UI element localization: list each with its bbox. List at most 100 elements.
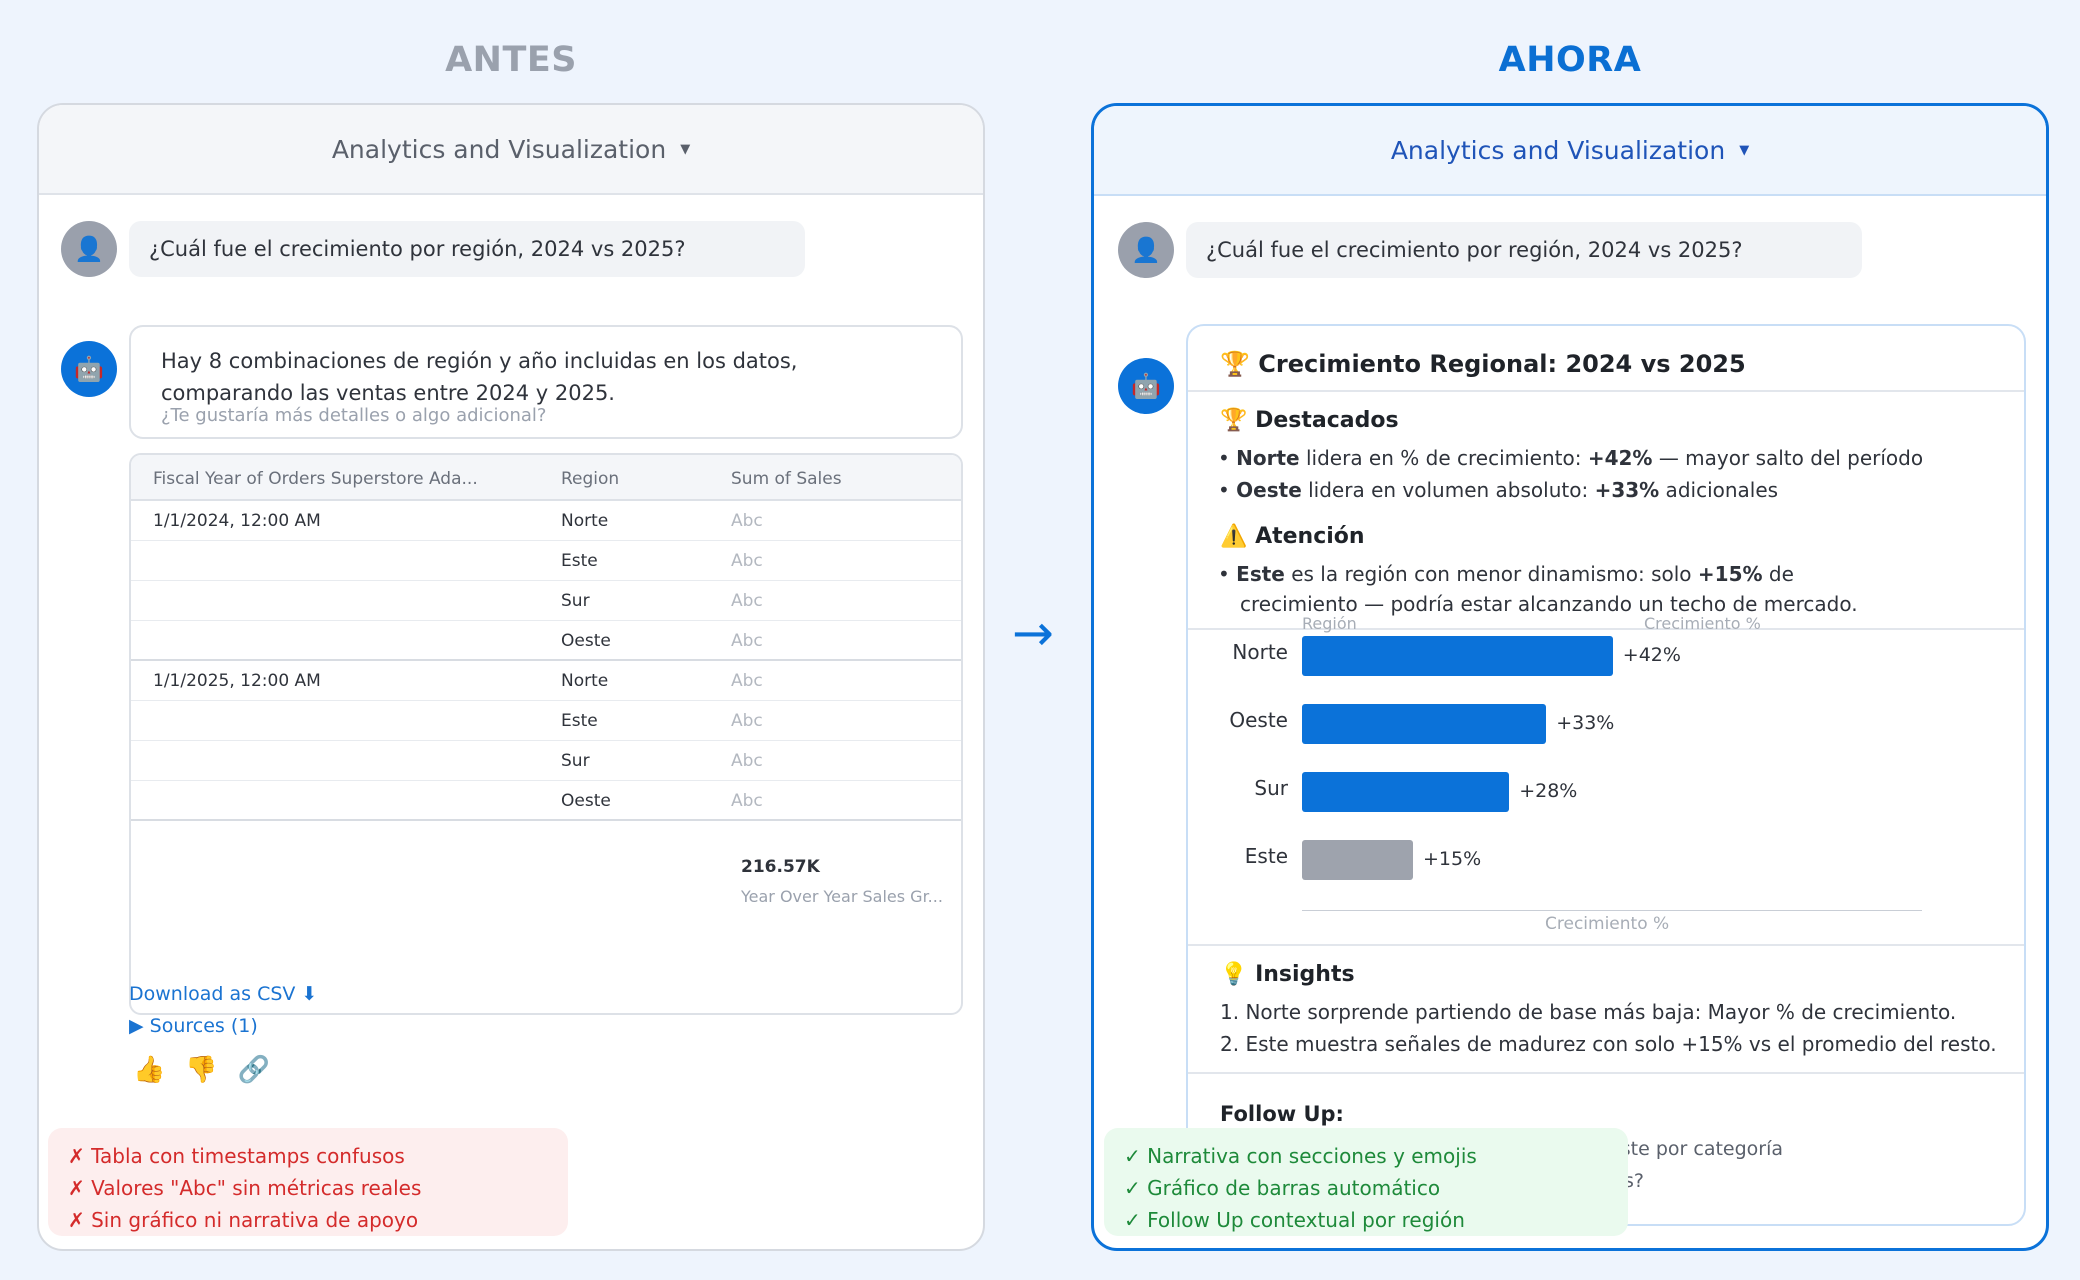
link-icon[interactable]: 🔗 — [237, 1055, 271, 1085]
text: de — [1762, 562, 1794, 586]
highlight-item: • Norte lidera en % de crecimiento: +42%… — [1218, 446, 1923, 470]
divider — [1188, 390, 2024, 392]
after-heading: AHORA — [1498, 40, 1642, 80]
metric-value: 216.57K — [741, 857, 820, 877]
cell-sales: Abc — [731, 551, 763, 571]
chart-bar-este — [1302, 840, 1413, 880]
attention-item-continued: crecimiento — podría estar alcanzando un… — [1240, 592, 1858, 616]
agent-dropdown[interactable]: Analytics and Visualization ▼ — [1094, 106, 2046, 196]
user-message-text: ¿Cuál fue el crecimiento por región, 202… — [149, 237, 686, 261]
chart-axis-label-region: Región — [1302, 614, 1357, 633]
table-row: Este Abc — [131, 701, 961, 741]
before-heading: ANTES — [445, 40, 577, 80]
cell-region: Sur — [561, 591, 590, 611]
agent-dropdown-label: Analytics and Visualization — [1390, 135, 1726, 165]
insights-title-text: Insights — [1255, 962, 1355, 987]
cell-sales: Abc — [731, 751, 763, 771]
answer-title: 🏆 Crecimiento Regional: 2024 vs 2025 — [1220, 350, 1746, 378]
table-row: 1/1/2024, 12:00 AM Norte Abc — [131, 501, 961, 541]
bot-avatar-icon: 🤖 — [1118, 358, 1174, 414]
cell-region: Oeste — [561, 791, 611, 811]
text: +33% — [1594, 478, 1660, 502]
bot-message-line: comparando las ventas entre 2024 y 2025. — [161, 381, 615, 405]
column-header-fiscal-year[interactable]: Fiscal Year of Orders Superstore Ada... — [153, 469, 478, 489]
text: • — [1218, 562, 1237, 586]
chart-x-axis — [1302, 910, 1922, 911]
trophy-icon: 🏆 — [1220, 350, 1250, 378]
text: adicionales — [1659, 478, 1779, 502]
attention-title-text: Atención — [1255, 524, 1365, 549]
agent-dropdown-label: Analytics and Visualization — [331, 134, 667, 164]
chart-x-axis-title: Crecimiento % — [1545, 914, 1670, 934]
chart-value-label: +28% — [1519, 780, 1578, 802]
cell-sales: Abc — [731, 711, 763, 731]
before-issues-note: ✗ Tabla con timestamps confusos ✗ Valore… — [48, 1128, 568, 1236]
sources-toggle[interactable]: ▶ Sources (1) — [129, 1015, 258, 1037]
chart-bar-oeste — [1302, 704, 1547, 744]
text: • — [1218, 446, 1237, 470]
attention-item: • Este es la región con menor dinamismo:… — [1218, 562, 1794, 586]
chart-category-label: Oeste — [1229, 708, 1288, 732]
cell-region: Este — [561, 551, 598, 571]
results-table: Fiscal Year of Orders Superstore Ada... … — [129, 453, 963, 1015]
issue-item: ✗ Valores "Abc" sin métricas reales — [68, 1176, 422, 1200]
before-panel: Analytics and Visualization ▼ 👤 ¿Cuál fu… — [37, 103, 985, 1251]
cell-region: Oeste — [561, 631, 611, 651]
reaction-bar: 👍 👎 🔗 — [133, 1055, 270, 1085]
trophy-icon: 🏆 — [1220, 408, 1248, 433]
user-message: ¿Cuál fue el crecimiento por región, 202… — [1186, 222, 1862, 278]
bot-answer-card: 🏆 Crecimiento Regional: 2024 vs 2025 🏆 D… — [1186, 324, 2026, 1226]
cell-region: Norte — [561, 511, 609, 531]
cell-region: Sur — [561, 751, 590, 771]
bot-followup-hint: ¿Te gustaría más detalles o algo adicion… — [161, 405, 547, 426]
insights-title: 💡 Insights — [1220, 962, 1355, 987]
user-message-text: ¿Cuál fue el crecimiento por región, 202… — [1206, 238, 1743, 262]
divider — [1188, 628, 2024, 630]
text: lidera en volumen absoluto: — [1301, 478, 1595, 502]
text: +15% — [1697, 562, 1763, 586]
attention-title: ⚠️ Atención — [1220, 524, 1365, 549]
user-avatar-icon: 👤 — [61, 221, 117, 277]
insight-item: 1. Norte sorprende partiendo de base más… — [1220, 1000, 1957, 1024]
chevron-down-icon: ▼ — [1739, 142, 1750, 158]
text: es la región con menor dinamismo: solo — [1284, 562, 1698, 586]
thumbs-up-icon[interactable]: 👍 — [133, 1055, 166, 1085]
user-message: ¿Cuál fue el crecimiento por región, 202… — [129, 221, 805, 277]
agent-dropdown[interactable]: Analytics and Visualization ▼ — [39, 105, 983, 195]
improvement-item: ✓ Follow Up contextual por región — [1124, 1208, 1465, 1232]
chart-category-label: Este — [1244, 844, 1288, 868]
chart-value-label: +15% — [1423, 848, 1482, 870]
chart-value-label: +42% — [1622, 644, 1681, 666]
table-row: Oeste Abc — [131, 621, 961, 661]
thumbs-down-icon[interactable]: 👎 — [185, 1055, 218, 1085]
highlight-item: • Oeste lidera en volumen absoluto: +33%… — [1218, 478, 1778, 502]
table-row: 1/1/2025, 12:00 AM Norte Abc — [131, 661, 961, 701]
table-row: Sur Abc — [131, 581, 961, 621]
answer-title-text: Crecimiento Regional: 2024 vs 2025 — [1258, 350, 1746, 378]
text: Este — [1236, 562, 1285, 586]
text: +42% — [1587, 446, 1653, 470]
follow-up-question[interactable]: s? — [1624, 1170, 1644, 1192]
table-row: Este Abc — [131, 541, 961, 581]
metric-label: Year Over Year Sales Gr... — [741, 887, 943, 906]
text: — mayor salto del período — [1652, 446, 1924, 470]
column-header-sum-of-sales[interactable]: Sum of Sales — [731, 469, 842, 489]
text: lidera en % de crecimiento: — [1299, 446, 1588, 470]
chart-category-label: Sur — [1254, 776, 1288, 800]
arrow-right-icon: → — [1012, 604, 1054, 662]
highlights-title-text: Destacados — [1255, 408, 1399, 433]
download-csv-link[interactable]: Download as CSV ⬇ — [129, 983, 318, 1005]
cell-year: 1/1/2024, 12:00 AM — [153, 511, 321, 531]
cell-sales: Abc — [731, 671, 763, 691]
chart-category-label: Norte — [1232, 640, 1288, 664]
table-row: Sur Abc — [131, 741, 961, 781]
text: • — [1218, 478, 1237, 502]
after-panel: Analytics and Visualization ▼ 👤 ¿Cuál fu… — [1091, 103, 2049, 1251]
table-header: Fiscal Year of Orders Superstore Ada... … — [131, 455, 961, 501]
bot-avatar-icon: 🤖 — [61, 341, 117, 397]
lightbulb-icon: 💡 — [1220, 962, 1248, 987]
chevron-down-icon: ▼ — [680, 141, 691, 157]
cell-sales: Abc — [731, 791, 763, 811]
column-header-region[interactable]: Region — [561, 469, 620, 489]
improvement-item: ✓ Narrativa con secciones y emojis — [1124, 1144, 1477, 1168]
